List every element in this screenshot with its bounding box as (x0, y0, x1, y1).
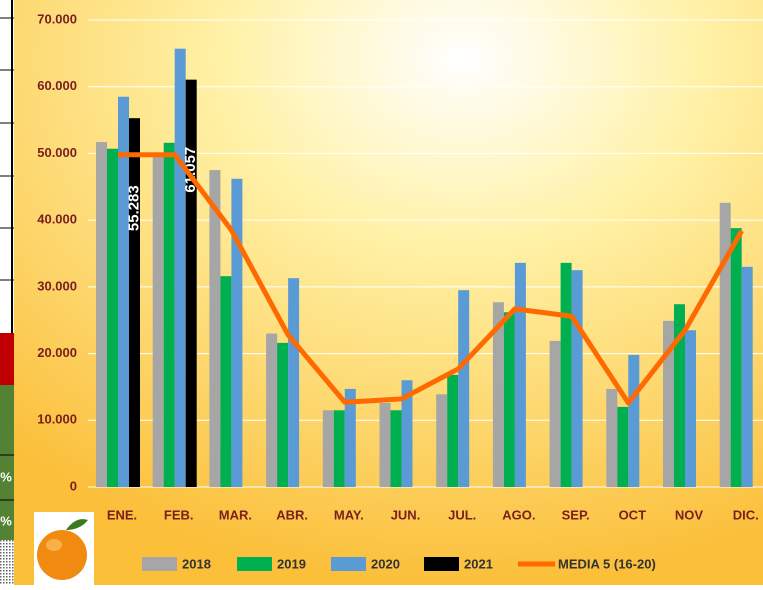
side-table: % % (0, 0, 14, 585)
x-tick-label: ABR. (276, 507, 308, 522)
bar (628, 355, 639, 487)
y-tick-label: 50.000 (37, 145, 77, 160)
bar (731, 228, 742, 487)
x-tick-label: JUN. (391, 507, 421, 522)
orange-icon (34, 512, 94, 585)
bar (391, 410, 402, 487)
bar (515, 263, 526, 487)
x-tick-label: DIC. (733, 507, 759, 522)
x-tick-label: FEB. (164, 507, 194, 522)
bar (685, 330, 696, 487)
x-tick-label: SEP. (562, 507, 590, 522)
legend-swatch (331, 557, 366, 571)
x-tick-label: MAR. (219, 507, 252, 522)
bar (447, 375, 458, 487)
bar (129, 118, 140, 487)
bar (231, 179, 242, 487)
x-tick-label: OCT (619, 507, 647, 522)
legend-swatch (142, 557, 177, 571)
y-tick-label: 40.000 (37, 212, 77, 227)
chart: % % 0 10.000 20.000 30.000 40.000 50.000 60.00… (0, 0, 763, 585)
y-tick-label: 0 (70, 478, 77, 493)
legend-label: 2019 (277, 556, 306, 571)
bar (617, 407, 628, 487)
bar (266, 334, 277, 487)
bar (96, 142, 107, 487)
bar (107, 149, 118, 487)
legend-swatch (237, 557, 272, 571)
legend-label: 2021 (464, 556, 493, 571)
bar (277, 343, 288, 487)
bar (742, 267, 753, 487)
bar (458, 290, 469, 487)
x-tick-label: JUL. (448, 507, 476, 522)
y-tick-label: 70.000 (37, 11, 77, 26)
bar (334, 410, 345, 487)
x-tick-label: ENE. (107, 507, 137, 522)
bar (220, 276, 231, 487)
bar (186, 80, 197, 487)
x-tick-label: AGO. (502, 507, 535, 522)
legend-label: MEDIA 5 (16-20) (558, 556, 656, 571)
bar (323, 410, 334, 487)
bar (550, 341, 561, 487)
bar (288, 278, 299, 487)
y-tick-label: 30.000 (37, 278, 77, 293)
bar (606, 389, 617, 487)
side-cell: % (0, 469, 12, 484)
y-tick-label: 20.000 (37, 345, 77, 360)
legend-label: 2018 (182, 556, 211, 571)
bar (436, 394, 447, 487)
legend-label: 2020 (371, 556, 400, 571)
bar (380, 403, 391, 487)
bar (209, 170, 220, 487)
x-tick-label: MAY. (334, 507, 364, 522)
bar (572, 270, 583, 487)
bar (504, 312, 515, 487)
data-label: 55.283 (125, 185, 142, 231)
bar (153, 155, 164, 487)
legend-swatch (424, 557, 459, 571)
bar (175, 49, 186, 487)
bar (720, 203, 731, 487)
bar (561, 263, 572, 487)
side-cell: % (0, 513, 12, 528)
x-tick-label: NOV (675, 507, 704, 522)
y-tick-label: 10.000 (37, 412, 77, 427)
bar (164, 143, 175, 487)
y-tick-label: 60.000 (37, 78, 77, 93)
